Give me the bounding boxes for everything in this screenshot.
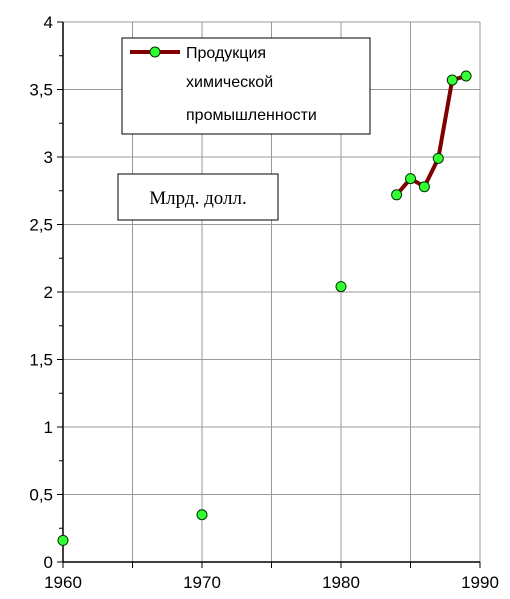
- x-tick-label: 1960: [44, 573, 82, 592]
- data-point: [418, 181, 430, 193]
- unit-label: Млрд. долл.: [149, 188, 246, 209]
- legend-label-line-3: промышленности: [186, 107, 317, 124]
- data-point: [405, 173, 416, 185]
- data-point: [432, 152, 444, 164]
- legend-label-line-2: химической: [186, 74, 273, 91]
- tick-labels: 0 0,5 1 1,5 2 2,5 3 3,5 4 1960 1970 1980 1990: [29, 13, 499, 592]
- y-tick-label: 0: [44, 553, 53, 572]
- series-layer: [57, 70, 472, 546]
- y-tick-label: 3,5: [29, 81, 53, 100]
- legend-label-line-1: Продукция: [186, 45, 266, 62]
- x-tick-label: 1970: [183, 573, 221, 592]
- x-tick-label: 1980: [322, 573, 360, 592]
- legend: Продукция химической промышленности: [121, 37, 371, 135]
- data-point: [335, 281, 347, 293]
- y-tick-label: 2,5: [29, 216, 53, 235]
- data-point: [196, 509, 208, 521]
- unit-label-box: Млрд. долл.: [117, 173, 279, 221]
- y-tick-label: 4: [44, 13, 53, 32]
- data-point: [57, 534, 69, 546]
- data-point: [460, 70, 472, 82]
- y-tick-label: 1: [44, 418, 53, 437]
- y-tick-label: 2: [44, 283, 53, 302]
- x-tick-label: 1990: [461, 573, 499, 592]
- legend-marker-swatch: [149, 46, 161, 58]
- y-tick-label: 1,5: [29, 351, 53, 370]
- y-tick-label: 3: [44, 148, 53, 167]
- data-point: [391, 189, 403, 201]
- axes: [57, 21, 481, 568]
- y-tick-label: 0,5: [29, 486, 53, 505]
- data-point: [446, 74, 458, 86]
